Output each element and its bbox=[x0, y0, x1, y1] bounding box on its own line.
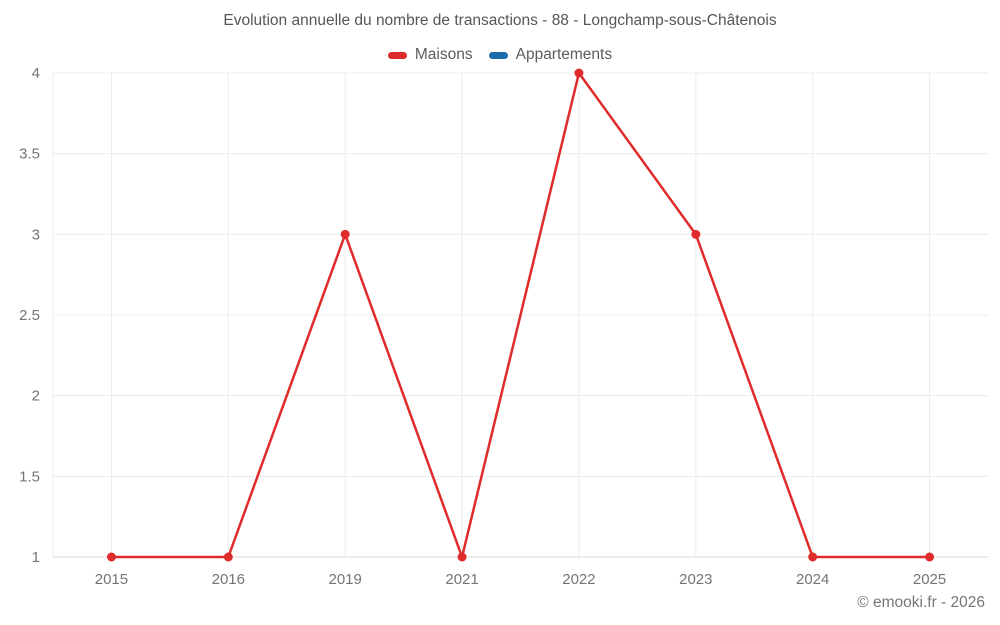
y-axis-label: 1 bbox=[32, 549, 40, 566]
chart-legend: Maisons Appartements bbox=[0, 45, 1000, 65]
legend-swatch-icon bbox=[387, 51, 407, 59]
series-maisons bbox=[106, 68, 935, 562]
legend-label: Maisons bbox=[414, 46, 473, 63]
y-axis-label: 3 bbox=[32, 226, 40, 243]
y-axis-labels: 1 1.5 2 2.5 3 3.5 4 bbox=[19, 65, 40, 566]
data-point bbox=[691, 229, 701, 239]
x-axis-label: 2025 bbox=[913, 571, 946, 588]
y-axis-label: 2.5 bbox=[19, 307, 40, 324]
legend-swatch-icon bbox=[488, 51, 508, 59]
x-axis-label: 2021 bbox=[445, 571, 478, 588]
data-point bbox=[457, 552, 467, 562]
x-axis-label: 2019 bbox=[329, 571, 362, 588]
legend-label: Appartements bbox=[515, 46, 613, 63]
x-axis-label: 2024 bbox=[796, 571, 829, 588]
x-axis-label: 2015 bbox=[95, 571, 128, 588]
x-axis-label: 2023 bbox=[679, 571, 712, 588]
y-axis-label: 1.5 bbox=[19, 468, 40, 485]
legend-item-appartements[interactable]: Appartements bbox=[488, 46, 613, 64]
chart-title: Evolution annuelle du nombre de transact… bbox=[223, 12, 777, 29]
y-axis-label: 3.5 bbox=[19, 146, 40, 163]
y-axis-label: 4 bbox=[32, 65, 40, 82]
legend-item-maisons[interactable]: Maisons bbox=[387, 46, 473, 64]
series-line bbox=[110, 71, 931, 559]
x-axis-label: 2016 bbox=[212, 571, 245, 588]
data-point bbox=[574, 68, 584, 78]
x-axis-labels: 2015 2016 2019 2021 2022 2023 2024 2025 bbox=[95, 571, 947, 588]
data-point bbox=[223, 552, 233, 562]
data-point bbox=[106, 552, 116, 562]
copyright-text: © emooki.fr - 2026 bbox=[857, 594, 985, 611]
data-point bbox=[808, 552, 818, 562]
data-point bbox=[925, 552, 935, 562]
y-axis-label: 2 bbox=[32, 388, 40, 405]
x-axis-label: 2022 bbox=[562, 571, 595, 588]
data-point bbox=[340, 229, 350, 239]
